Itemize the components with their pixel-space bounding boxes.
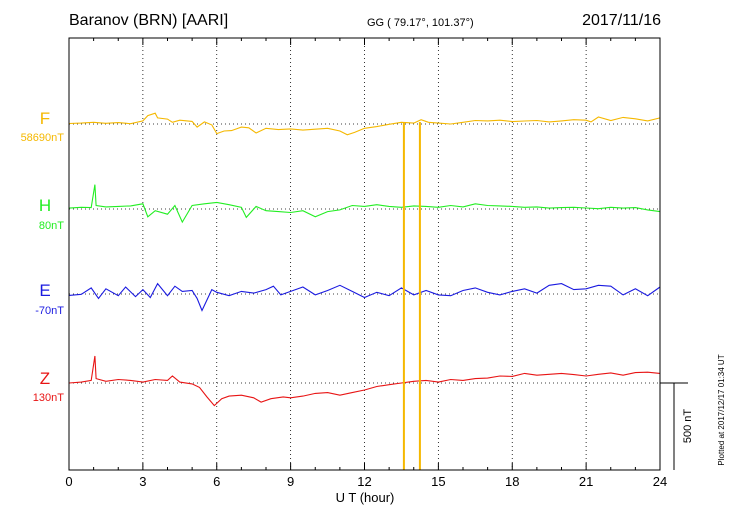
x-tick-label: 6 bbox=[213, 474, 220, 489]
x-tick-label: 9 bbox=[287, 474, 294, 489]
x-tick-label: 15 bbox=[431, 474, 445, 489]
series-baseline-f: 58690nT bbox=[21, 132, 65, 144]
scale-bar: 500 nT bbox=[660, 382, 694, 470]
series-line-e bbox=[68, 282, 661, 312]
x-tick-label: 24 bbox=[653, 474, 667, 489]
series-name-z: Z bbox=[40, 369, 50, 388]
series-layer: F 58690nT H 80nT E -70nT Z 130nT bbox=[21, 109, 661, 407]
x-axis-label: U T (hour) bbox=[336, 490, 395, 505]
series-name-f: F bbox=[40, 109, 50, 128]
x-tick-label: 18 bbox=[505, 474, 519, 489]
x-tick-label: 21 bbox=[579, 474, 593, 489]
x-tick-label: 12 bbox=[357, 474, 371, 489]
x-axis: 0 3 6 9 12 15 18 21 24 bbox=[65, 38, 667, 489]
series-baseline-e: -70nT bbox=[35, 305, 64, 317]
series-name-h: H bbox=[39, 196, 51, 215]
series-line-f bbox=[68, 112, 661, 136]
grid bbox=[69, 38, 660, 470]
plot-coords: GG ( 79.17°, 101.37°) bbox=[367, 17, 474, 29]
series-name-e: E bbox=[39, 281, 50, 300]
plotted-timestamp: Plotted at 2017/12/17 01:34 UT bbox=[717, 354, 726, 465]
series-baseline-h: 80nT bbox=[39, 220, 64, 232]
scale-bar-label: 500 nT bbox=[682, 409, 694, 444]
series-line-h bbox=[68, 184, 661, 224]
x-tick-label: 3 bbox=[139, 474, 146, 489]
event-markers bbox=[402, 122, 421, 470]
plot-title-station: Baranov (BRN) [AARI] bbox=[69, 12, 229, 29]
series-baseline-z: 130nT bbox=[33, 392, 64, 404]
plot-date: 2017/11/16 bbox=[582, 12, 661, 29]
series-line-z bbox=[68, 355, 661, 407]
x-tick-label: 0 bbox=[65, 474, 72, 489]
